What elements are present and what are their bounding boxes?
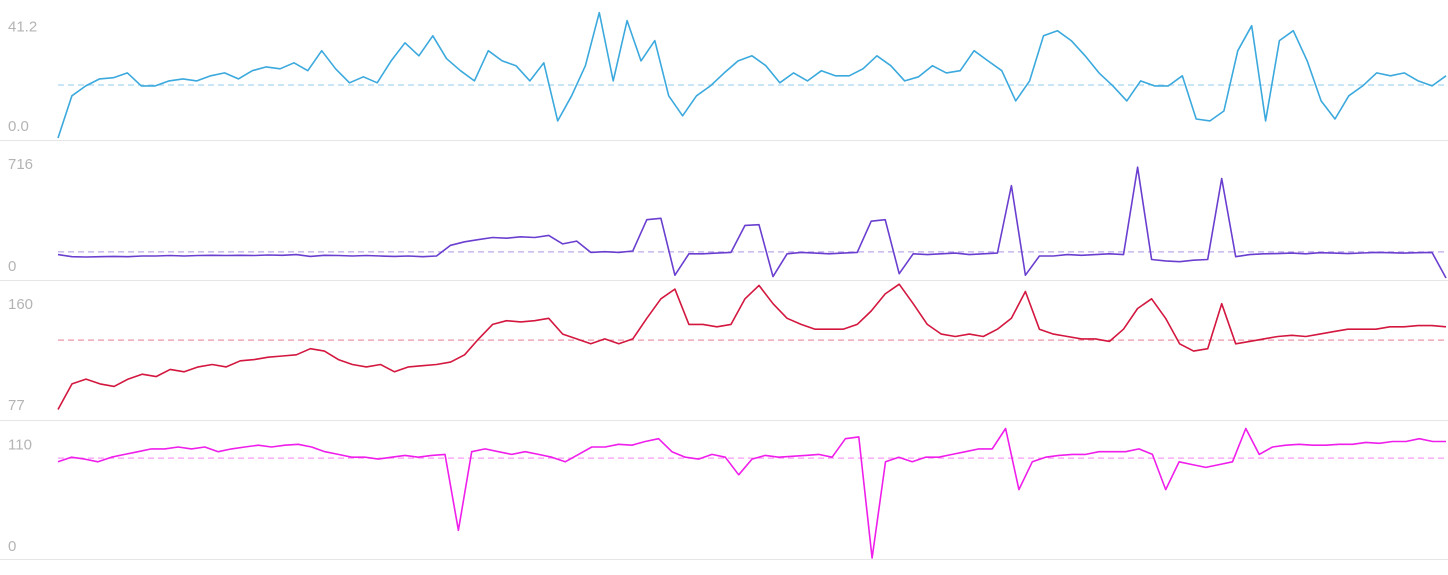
data-line <box>57 11 1447 139</box>
y-tick-label: 0 <box>8 538 16 555</box>
y-tick-label: 110 <box>8 436 32 453</box>
data-line <box>57 283 1447 410</box>
y-tick-label: 716 <box>8 156 33 173</box>
data-line <box>57 427 1446 559</box>
y-tick-label: 0.0 <box>8 118 29 135</box>
y-tick-label: 77 <box>8 397 25 414</box>
y-tick-label: 41.2 <box>8 19 37 36</box>
data-line <box>57 166 1447 279</box>
y-tick-label: 0 <box>8 258 16 275</box>
y-tick-label: 160 <box>8 296 33 313</box>
